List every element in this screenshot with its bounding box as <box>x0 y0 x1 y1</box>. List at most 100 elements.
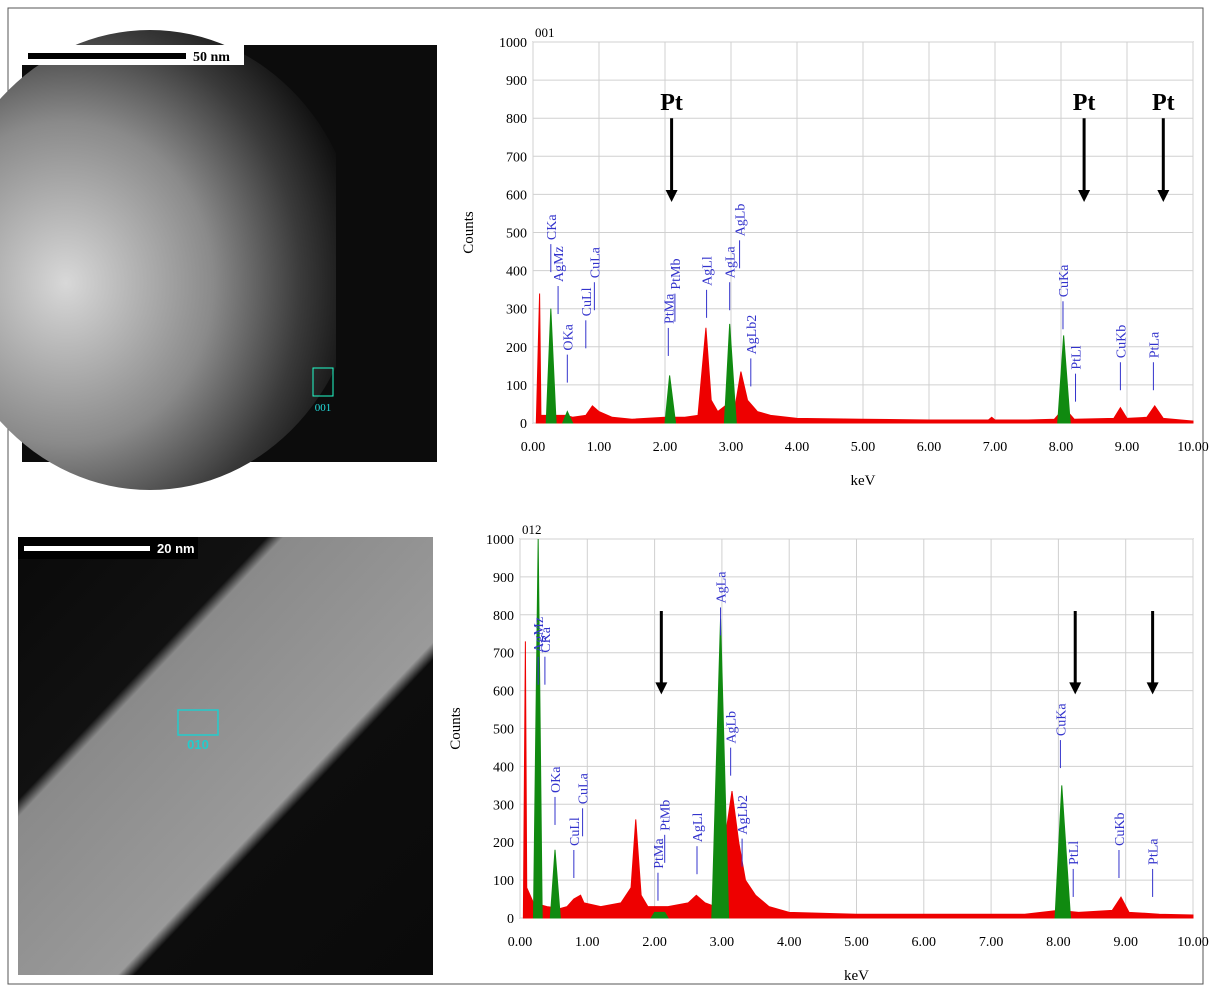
peak-label: OKa <box>561 323 576 350</box>
spectrum-area <box>532 538 1072 919</box>
y-axis-label: Counts <box>461 211 477 254</box>
scale-bar <box>28 53 186 59</box>
x-tick-label: 0.00 <box>508 935 533 950</box>
arrow-head <box>1146 682 1159 695</box>
y-tick-label: 600 <box>506 188 527 203</box>
y-tick-label: 200 <box>493 836 514 851</box>
peak-label: PtMa <box>652 838 667 869</box>
spectrum-area <box>522 641 1194 919</box>
peak-label: AgLb2 <box>745 315 760 355</box>
peak-label: PtMb <box>669 259 684 290</box>
y-tick-label: 500 <box>493 723 514 738</box>
region-label: 010 <box>187 737 209 752</box>
spectrum-area <box>545 308 1071 424</box>
y-tick-label: 800 <box>493 609 514 624</box>
x-tick-label: 8.00 <box>1046 935 1071 950</box>
peak-label: PtLa <box>1147 838 1162 865</box>
peak-label: AgMz <box>532 617 547 653</box>
arrow-label: Pt <box>1073 90 1096 116</box>
peak-label: AgMz <box>552 246 567 282</box>
peak-label: PtLl <box>1070 345 1085 369</box>
peak-label: AgLa <box>715 571 730 604</box>
x-tick-label: 1.00 <box>587 440 612 455</box>
y-tick-label: 400 <box>506 265 527 280</box>
peak-label: AgLa <box>724 246 739 279</box>
x-tick-label: 7.00 <box>983 440 1008 455</box>
x-tick-label: 3.00 <box>719 440 744 455</box>
peak-label: CuLa <box>577 772 592 804</box>
arrow-head <box>1078 190 1091 203</box>
y-tick-label: 900 <box>506 74 527 89</box>
arrow-label: Pt <box>1152 90 1175 116</box>
y-tick-label: 900 <box>493 571 514 586</box>
arrow-head <box>1069 682 1082 695</box>
frame <box>7 7 1204 985</box>
arrow-head <box>665 190 678 203</box>
peak-label: CuLl <box>568 817 583 846</box>
peak-label: CKa <box>539 626 554 652</box>
peak-label: CuLl <box>580 287 595 316</box>
y-tick-label: 300 <box>493 798 514 813</box>
x-axis-label: keV <box>844 968 869 984</box>
peak-label: CuKa <box>1057 264 1072 297</box>
x-tick-label: 4.00 <box>777 935 802 950</box>
y-tick-label: 600 <box>493 685 514 700</box>
tem-texture <box>0 30 360 490</box>
x-tick-label: 8.00 <box>1049 440 1074 455</box>
y-tick-label: 800 <box>506 112 527 127</box>
region-box <box>312 367 334 397</box>
peak-label: AgLb <box>734 204 749 237</box>
x-tick-label: 4.00 <box>785 440 810 455</box>
y-tick-label: 1000 <box>499 36 527 51</box>
spectrum-area <box>535 293 1194 424</box>
y-tick-label: 700 <box>493 647 514 662</box>
y-tick-label: 300 <box>506 303 527 318</box>
y-tick-label: 200 <box>506 341 527 356</box>
region-label: 001 <box>315 402 332 414</box>
x-tick-label: 2.00 <box>653 440 678 455</box>
x-tick-label: 1.00 <box>575 935 600 950</box>
chart-title: 001 <box>535 25 555 40</box>
x-tick-label: 0.00 <box>521 440 546 455</box>
x-tick-label: 10.00 <box>1177 440 1209 455</box>
peak-label: AgLb2 <box>736 795 751 835</box>
region-box <box>177 709 219 736</box>
x-tick-label: 6.00 <box>917 440 942 455</box>
x-tick-label: 9.00 <box>1113 935 1138 950</box>
x-axis-label: keV <box>851 473 876 489</box>
arrow-label: Pt <box>660 90 683 116</box>
peak-label: CuLa <box>588 246 603 278</box>
peak-label: PtMb <box>659 800 674 831</box>
scale-label: 50 nm <box>193 50 230 65</box>
peak-label: CuKb <box>1114 325 1129 358</box>
y-tick-label: 0 <box>520 417 527 432</box>
peak-label: AgLl <box>691 813 706 843</box>
peak-label: AgLl <box>701 256 716 286</box>
y-tick-label: 100 <box>506 379 527 394</box>
scale-label: 20 nm <box>157 541 195 556</box>
x-tick-label: 5.00 <box>844 935 869 950</box>
peak-label: CuKb <box>1113 813 1128 846</box>
y-tick-label: 700 <box>506 150 527 165</box>
peak-label: PtMa <box>662 293 677 324</box>
peak-label: CuKa <box>1054 703 1069 736</box>
x-tick-label: 3.00 <box>710 935 735 950</box>
peak-label: PtLl <box>1067 841 1082 865</box>
tem-background <box>336 45 437 462</box>
x-tick-label: 7.00 <box>979 935 1004 950</box>
arrow-head <box>655 682 668 695</box>
scale-bar <box>24 546 150 551</box>
arrow-head <box>1157 190 1170 203</box>
y-axis-label: Counts <box>448 707 464 750</box>
x-tick-label: 9.00 <box>1115 440 1140 455</box>
y-tick-label: 400 <box>493 760 514 775</box>
y-tick-label: 500 <box>506 227 527 242</box>
peak-label: OKa <box>549 766 564 793</box>
y-tick-label: 100 <box>493 874 514 889</box>
x-tick-label: 5.00 <box>851 440 876 455</box>
peak-label: PtLa <box>1147 331 1162 358</box>
peak-label: AgLb <box>725 711 740 744</box>
x-tick-label: 6.00 <box>912 935 937 950</box>
x-tick-label: 10.00 <box>1177 935 1209 950</box>
